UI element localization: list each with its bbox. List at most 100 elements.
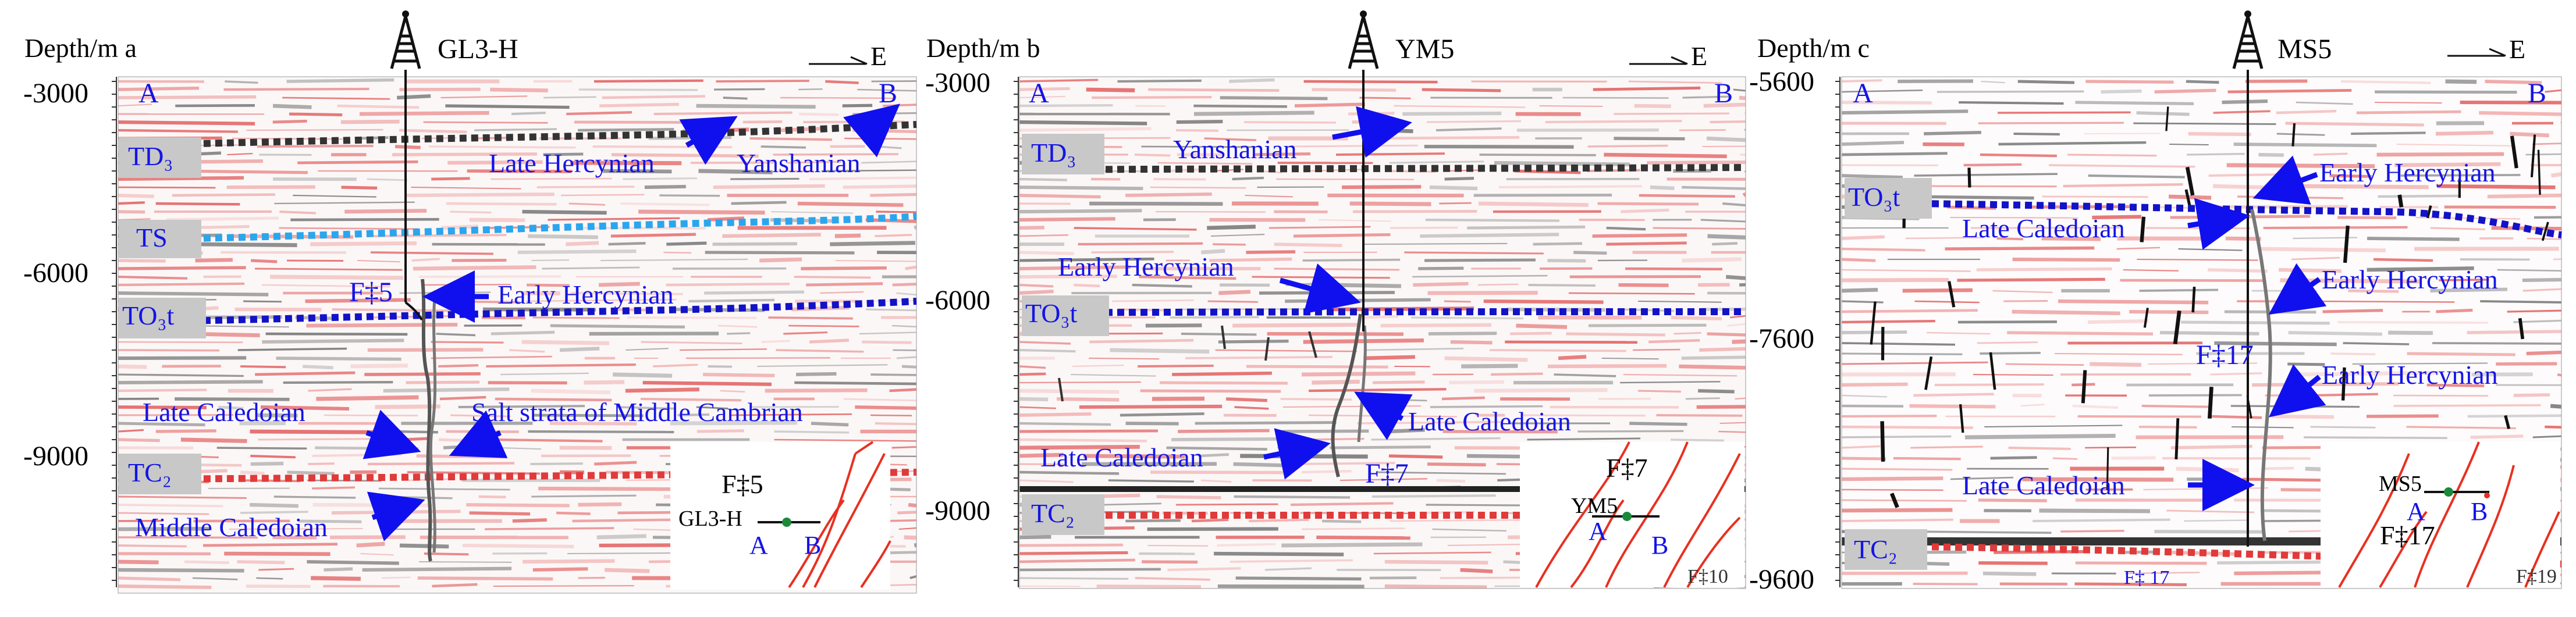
seismic-reflector [118,576,181,582]
fault-trace-a [421,279,432,562]
seismic-reflector [2432,342,2561,345]
seismic-reflector [1178,429,1270,433]
seismic-reflector [602,95,705,99]
seismic-reflector [203,543,338,547]
seismic-reflector [1984,425,2123,427]
seismic-reflector [1647,161,1746,165]
seismic-reflector [1924,185,2057,188]
seismic-reflector [1498,185,1643,188]
seismic-reflector [485,527,614,530]
seismic-reflector [1019,558,1135,563]
seismic-reflector [1842,247,1925,252]
seismic-reflector [1089,338,1194,344]
seismic-reflector [1527,437,1641,441]
seismic-reflector [1096,584,1201,589]
arrow-late-hercynian-a [679,116,738,165]
seismic-reflector [512,518,547,523]
panel-b: Depth/m b -3000 -6000 -9000 YM5 E A B TD… [925,10,1746,589]
seismic-reflector [1491,372,1543,376]
seismic-reflector [1982,571,2037,576]
seismic-reflector [523,559,615,564]
seismic-reflector [2375,101,2442,104]
seismic-reflector [720,390,745,393]
seismic-reflector [1402,111,1502,116]
seismic-reflector [1998,111,2131,114]
seismic-reflector [2376,152,2504,157]
seismic-reflector [2437,184,2556,190]
seismic-reflector [2088,319,2149,324]
seismic-reflector [2496,362,2557,366]
seismic-reflector [1439,202,1472,205]
drilling-rig-icon [390,10,421,69]
seismic-reflector [198,242,297,247]
seismic-reflector [1215,349,1357,352]
seismic-reflector [1450,340,1493,345]
seismic-reflector [311,576,361,581]
seismic-reflector [904,535,916,540]
seismic-reflector [543,152,584,156]
seismic-reflector [1134,154,1171,157]
seismic-reflector [1558,355,1587,361]
seismic-reflector [1019,226,1044,230]
seismic-reflector [531,259,570,262]
seismic-reflector [2322,309,2383,313]
seismic-reflector [500,372,589,376]
seismic-reflector [2169,144,2209,146]
horizon-line-tc2-a [133,469,917,483]
seismic-reflector [316,395,419,401]
seismic-reflector [258,568,294,571]
seismic-reflector [698,169,773,174]
seismic-reflector [2285,122,2424,127]
seismic-reflector [1339,478,1428,482]
seismic-reflector [310,241,417,247]
seismic-reflector [1384,584,1487,589]
seismic-reflector [729,413,852,416]
seismic-reflector [1352,209,1477,213]
seismic-reflector [1019,234,1068,237]
seismic-reflector [279,227,418,230]
horizon-box-tc2-c [1845,529,1927,570]
seismic-reflector [262,338,404,344]
seismic-reflector [613,372,673,378]
seismic-reflector [118,373,244,377]
seismic-reflector [308,462,335,465]
seismic-reflector [2522,288,2561,292]
seismic-reflector [2017,80,2075,84]
seismic-reflector [528,234,598,240]
seismic-reflector [1682,257,1742,263]
seismic-reflector [1019,274,1117,279]
seismic-reflector [1019,95,1065,99]
seismic-reflector [1523,414,1646,417]
seismic-reflector [1390,226,1458,229]
seismic-reflector [2033,518,2170,522]
well-curve-a [404,301,423,321]
small-fault-mark [1889,493,1899,508]
seismic-reflector [1842,361,1988,365]
seismic-reflector [1650,185,1675,190]
seismic-reflector [1648,338,1700,344]
seismic-reflector [1735,397,1746,400]
seismic-reflector [1725,274,1746,280]
seismic-reflector [1019,120,1147,126]
seismic-reflector [1733,88,1746,92]
depth-tick-c-1: -5600 [1749,66,1814,97]
seismic-reflector [2287,362,2325,366]
seismic-reflector [530,462,583,465]
seismic-reflector [1957,277,2105,282]
seismic-reflector [1384,559,1488,565]
depth-tick-c-3: -9600 [1749,564,1814,595]
seismic-reflector [578,502,622,507]
seismic-reflector [601,258,748,262]
seismic-reflector [870,414,912,416]
seismic-reflector [617,406,676,410]
seismic-reflector [1232,176,1264,181]
seismic-reflector [1074,227,1197,231]
seismic-reflector [118,120,255,126]
seismic-reflector [1019,406,1056,409]
seismic-reflector [1363,315,1399,319]
seismic-reflector [1587,144,1668,148]
horizon-box-td3-a [119,137,201,178]
seismic-reflector [1389,161,1484,164]
east-arrow-icon [809,56,868,65]
seismic-reflector [2485,80,2542,85]
